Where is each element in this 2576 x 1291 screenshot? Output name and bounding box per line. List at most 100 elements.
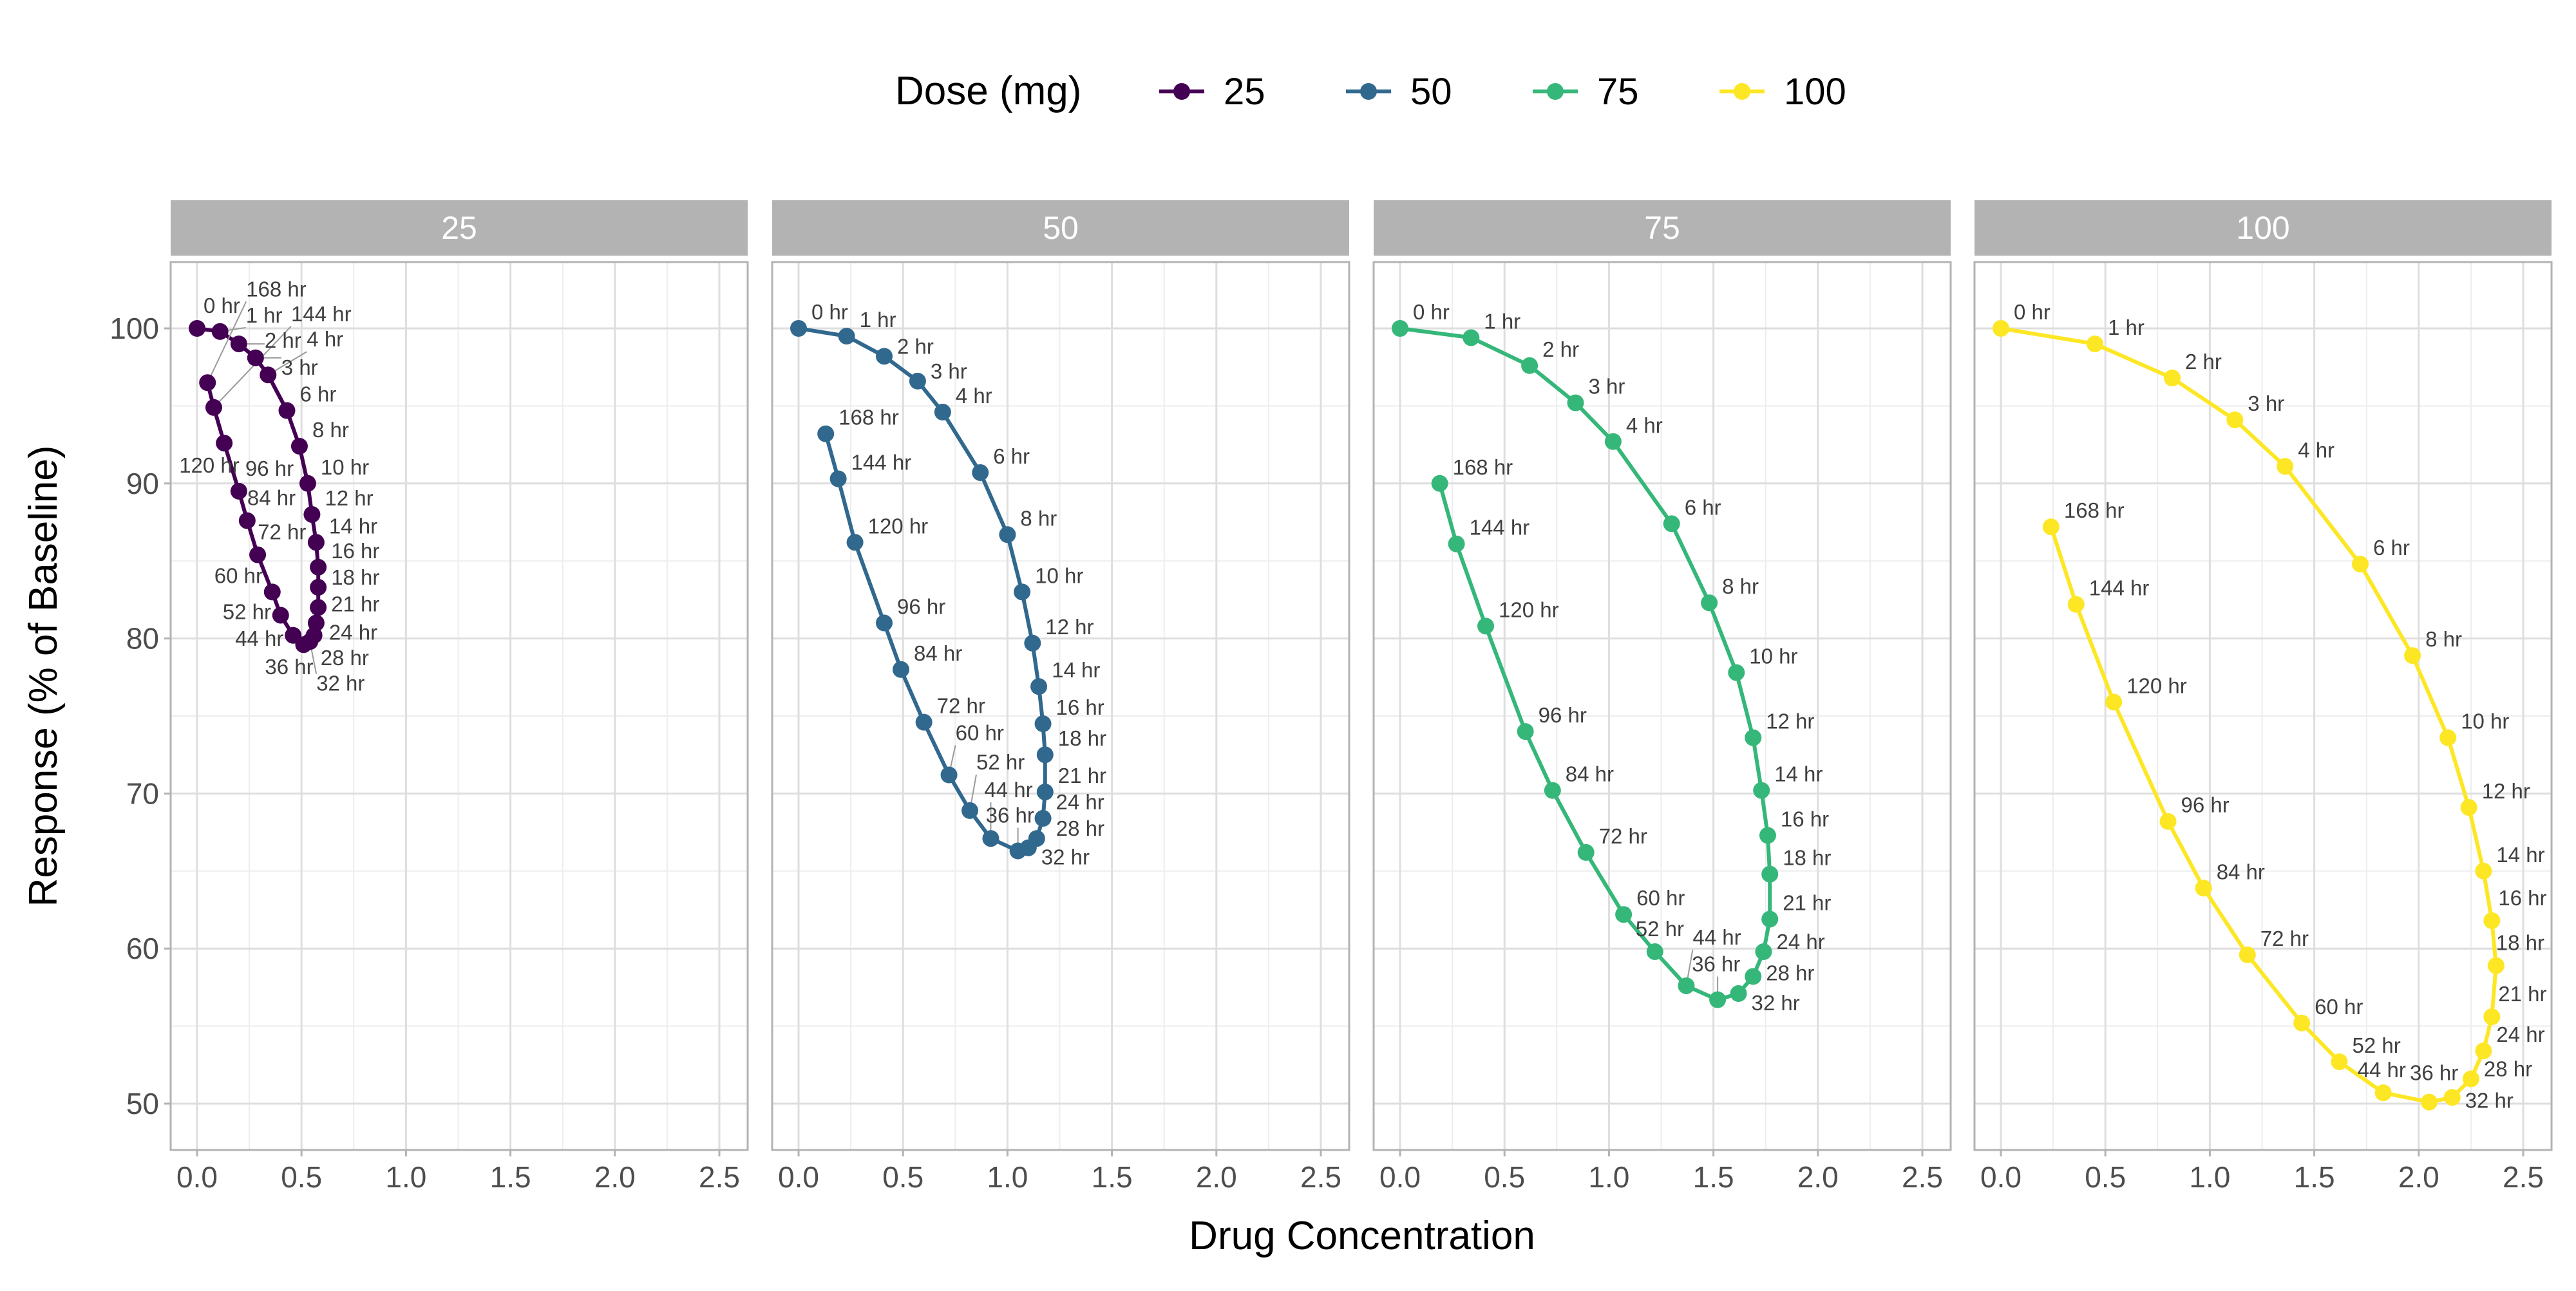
point-label: 14 hr bbox=[1774, 762, 1823, 786]
x-tick-label: 0.5 bbox=[1484, 1160, 1525, 1194]
point-label: 44 hr bbox=[1692, 925, 1741, 949]
x-tick-label: 0.5 bbox=[281, 1160, 322, 1194]
point-label: 4 hr bbox=[956, 384, 992, 408]
point-label: 0 hr bbox=[2014, 300, 2050, 324]
data-point bbox=[876, 348, 893, 365]
data-point bbox=[1034, 809, 1052, 827]
panel-border bbox=[169, 261, 749, 1151]
data-point bbox=[1448, 535, 1465, 552]
point-label: 120 hr bbox=[2126, 674, 2187, 697]
legend-marker bbox=[1734, 83, 1750, 100]
facet-strip bbox=[171, 200, 748, 256]
data-point bbox=[2086, 335, 2103, 353]
data-point bbox=[2483, 1008, 2501, 1026]
x-tick-label: 0.0 bbox=[1379, 1160, 1421, 1194]
point-label: 144 hr bbox=[851, 451, 912, 475]
point-label: 18 hr bbox=[1783, 846, 1831, 870]
x-tick-label: 2.0 bbox=[1797, 1160, 1839, 1194]
panel-background bbox=[772, 262, 1349, 1150]
x-tick-label: 1.5 bbox=[1693, 1160, 1734, 1194]
data-point bbox=[1993, 320, 2009, 337]
facet-strip bbox=[1374, 200, 1951, 256]
data-point bbox=[1431, 475, 1448, 492]
legend-title: Dose (mg) bbox=[895, 69, 1081, 113]
point-label: 52 hr bbox=[2353, 1033, 2401, 1057]
data-point bbox=[915, 713, 933, 731]
data-point bbox=[2475, 862, 2492, 880]
point-label: 2 hr bbox=[2185, 350, 2222, 373]
data-point bbox=[249, 546, 267, 563]
point-label: 60 hr bbox=[2315, 995, 2363, 1019]
data-point bbox=[940, 766, 958, 784]
data-point bbox=[230, 335, 247, 353]
panel-75: 75 0.0 0.5 1.0 1.5 2.0 2.5 0 hr 1 hr 2 hr 3 hr4 hr… bbox=[1372, 200, 1952, 1194]
data-point bbox=[1663, 515, 1680, 532]
point-label: 72 hr bbox=[937, 694, 985, 718]
point-label: 168 hr bbox=[1453, 455, 1513, 479]
data-point bbox=[2239, 946, 2256, 963]
x-tick-label: 0.0 bbox=[1980, 1160, 2022, 1194]
point-label: 21 hr bbox=[1058, 764, 1106, 787]
x-tick-label: 1.5 bbox=[2294, 1160, 2335, 1194]
point-label: 8 hr bbox=[312, 418, 349, 442]
data-point bbox=[2487, 957, 2505, 974]
data-point bbox=[1521, 357, 1539, 374]
point-label: 16 hr bbox=[1056, 695, 1104, 719]
point-label: 1 hr bbox=[246, 303, 283, 327]
panel-100: 100 0.0 0.5 1.0 1.5 2.0 2.5 0 hr 1 hr 2 hr 3 hr 4 h… bbox=[1973, 200, 2553, 1194]
data-point bbox=[2277, 458, 2294, 475]
point-label: 12 hr bbox=[1766, 710, 1814, 733]
data-point bbox=[1392, 320, 1408, 337]
point-label: 96 hr bbox=[897, 595, 945, 619]
point-label: 52 hr bbox=[976, 750, 1025, 774]
y-tick-label: 100 bbox=[109, 312, 159, 345]
legend: Dose (mg) 25 50 75 100 bbox=[895, 69, 1846, 113]
point-label: 144 hr bbox=[2089, 576, 2150, 600]
point-label: 12 hr bbox=[1045, 615, 1094, 639]
x-tick-label: 1.0 bbox=[2189, 1160, 2230, 1194]
point-label: 10 hr bbox=[1035, 563, 1083, 587]
point-label: 10 hr bbox=[2461, 710, 2509, 733]
data-point bbox=[961, 802, 979, 819]
facet-strip-label: 50 bbox=[1043, 210, 1079, 246]
legend-label: 50 bbox=[1410, 71, 1452, 113]
data-point bbox=[238, 512, 256, 529]
data-point bbox=[307, 534, 325, 551]
data-point bbox=[1745, 968, 1762, 985]
point-label: 16 hr bbox=[2498, 886, 2546, 910]
point-label: 96 hr bbox=[2181, 793, 2230, 817]
point-label: 72 hr bbox=[1599, 824, 1647, 848]
x-tick-label: 1.0 bbox=[385, 1160, 426, 1194]
data-point bbox=[263, 583, 281, 601]
data-point bbox=[2164, 370, 2181, 387]
point-label: 18 hr bbox=[1058, 726, 1106, 750]
data-point bbox=[2374, 1084, 2392, 1102]
point-label: 28 hr bbox=[1766, 961, 1814, 985]
x-tick-label: 2.0 bbox=[594, 1160, 636, 1194]
point-label: 8 hr bbox=[2425, 627, 2462, 651]
point-label: 21 hr bbox=[331, 592, 379, 616]
data-point bbox=[2226, 411, 2244, 429]
data-point bbox=[892, 661, 909, 678]
data-point bbox=[2460, 799, 2477, 816]
panel-background bbox=[171, 262, 748, 1150]
x-tick-label: 1.0 bbox=[987, 1160, 1028, 1194]
point-label: 52 hr bbox=[223, 600, 271, 624]
point-label: 120 hr bbox=[868, 514, 929, 538]
point-label: 96 hr bbox=[245, 457, 294, 480]
data-point bbox=[1709, 991, 1727, 1008]
point-label: 3 hr bbox=[2248, 391, 2284, 415]
point-label: 84 hr bbox=[1566, 762, 1614, 786]
data-point bbox=[189, 320, 205, 337]
legend-marker bbox=[1547, 83, 1564, 100]
data-point bbox=[1030, 678, 1048, 695]
data-point bbox=[934, 404, 951, 421]
point-label: 21 hr bbox=[2498, 982, 2546, 1006]
data-point bbox=[2462, 1070, 2479, 1088]
data-point bbox=[299, 475, 316, 492]
panel-border bbox=[1372, 261, 1952, 1151]
point-label: 16 hr bbox=[1781, 807, 1829, 831]
facet-strip-label: 75 bbox=[1644, 210, 1680, 246]
point-label: 24 hr bbox=[2496, 1022, 2544, 1046]
